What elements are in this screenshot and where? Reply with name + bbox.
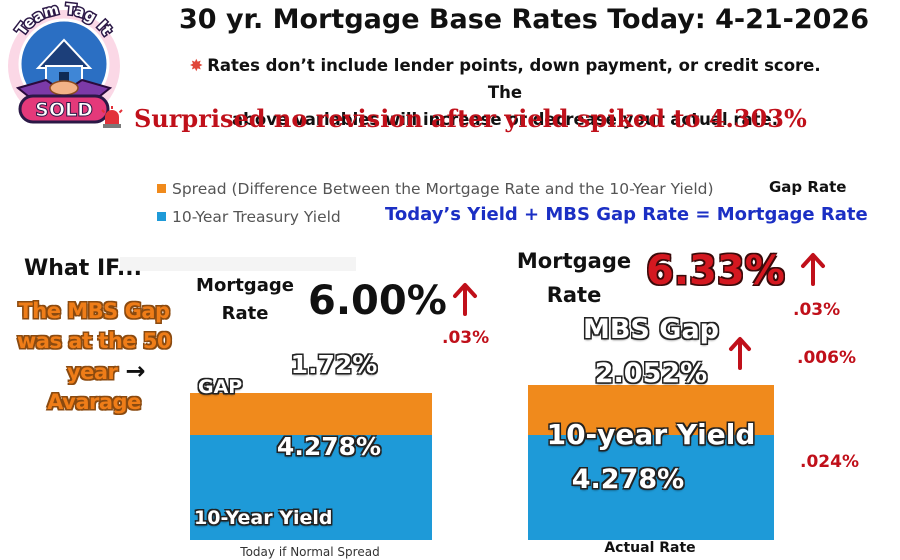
burst-icon: ✸ [189, 56, 204, 75]
rate-formula: Today’s Yield + MBS Gap Rate = Mortgage … [385, 204, 868, 225]
legend-spread: Spread (Difference Between the Mortgage … [157, 180, 714, 198]
bar-actual-yield-segment [528, 435, 774, 540]
left-rate-delta: .03% [442, 328, 490, 348]
bar-normal-gap-title: GAP [198, 376, 243, 398]
gap-up-arrow-icon [729, 337, 751, 370]
logo-badge-text: SOLD [35, 99, 93, 121]
rate-disclaimer: ✸ Rates don’t include lender points, down… [175, 52, 835, 133]
bar-actual-yield-value: 4.278% [571, 464, 685, 495]
legend-spread-label: Spread (Difference Between the Mortgage … [172, 180, 714, 198]
right-mortgage-label-line1: Mortgage [516, 249, 632, 273]
bar-actual-gap-title: MBS Gap [582, 314, 719, 345]
left-mortgage-label-line2: Rate [221, 303, 269, 324]
bar-normal-yield-segment [190, 435, 432, 540]
legend-treasury: 10-Year Treasury Yield [157, 208, 341, 226]
right-mortgage-rate: 6.33% [646, 248, 785, 294]
bar-normal-yield-value: 4.278% [276, 432, 382, 461]
note-line-2: was at the 50 [16, 329, 172, 353]
what-if-label: What IF... [24, 256, 143, 281]
right-rate-up-arrow-icon [801, 253, 825, 286]
note-line-1: The MBS Gap [18, 299, 170, 323]
siren-icon [101, 106, 123, 128]
mbs-gap-note: The MBS Gap was at the 50 year → Avarage [0, 296, 188, 417]
right-rate-delta: .03% [793, 300, 841, 320]
bar-normal-gap-value: 1.72% [290, 350, 378, 379]
bar-normal-yield-title: 10-Year Yield [194, 507, 333, 529]
left-mortgage-label-line1: Mortgage [196, 275, 294, 296]
legend-treasury-label: 10-Year Treasury Yield [172, 208, 341, 226]
disclaimer-line-2: above variables will increase or decreas… [231, 110, 778, 129]
right-gap-delta: .006% [797, 348, 856, 368]
bar-normal-gap-segment [190, 393, 432, 436]
page-title: 30 yr. Mortgage Base Rates Today: 4-21-2… [178, 4, 870, 35]
bar-actual-yield-title: 10-year Yield [546, 418, 756, 451]
legend-treasury-swatch [157, 212, 166, 221]
right-mortgage-rate-label: Mortgage Rate [506, 244, 642, 312]
note-line-4: Avarage [47, 390, 141, 414]
bar-actual-gap-segment [528, 384, 774, 436]
left-mortgage-rate-label: Mortgage Rate [186, 272, 304, 328]
what-if-strip [120, 257, 356, 271]
left-up-arrow-icon [453, 283, 477, 316]
headline-text: Surprised no revision after yield spiked… [134, 104, 807, 133]
right-yield-delta: .024% [800, 452, 859, 472]
right-mortgage-label-line2: Rate [546, 283, 602, 307]
x-tick-actual: Actual Rate [604, 540, 696, 556]
note-line-3: year [66, 360, 118, 384]
arrow-right-icon: → [125, 357, 146, 385]
headline: Surprised no revision after yield spiked… [100, 104, 900, 133]
x-tick-normal: Today if Normal Spread [240, 545, 380, 559]
legend-spread-swatch [157, 184, 166, 193]
disclaimer-line-1: Rates don’t include lender points, down … [207, 56, 821, 102]
team-tag-it-logo: Team Tag It SOLD [8, 0, 120, 124]
left-mortgage-rate: 6.00% [308, 278, 447, 324]
gap-rate-label: Gap Rate [769, 178, 847, 196]
bar-actual-gap-value: 2.052% [594, 358, 708, 389]
